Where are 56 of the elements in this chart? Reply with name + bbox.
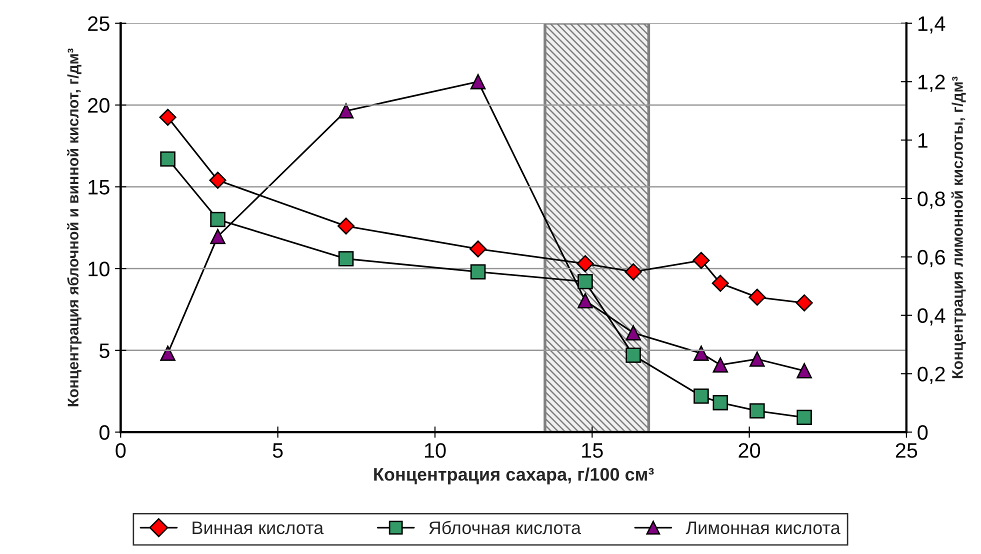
y2-tick-label: 0,2 (918, 366, 945, 384)
point (470, 74, 486, 90)
y2-tick-label: 1 (918, 133, 928, 148)
y-tick-label: 15 (88, 180, 110, 195)
point (712, 395, 728, 410)
y2-tick-label: 0,6 (918, 250, 945, 268)
x-tick-label: 10 (424, 443, 446, 458)
x-tick-label: 15 (582, 443, 603, 458)
point (578, 293, 593, 308)
legend-label: Яблочная кислота (429, 520, 581, 534)
point (796, 294, 813, 312)
point (338, 251, 354, 266)
x-tick-label: 5 (272, 443, 283, 458)
x-axis-title: Концентрация сахара, г/100 см³ (374, 468, 654, 484)
y-tick-label: 5 (99, 344, 110, 358)
point (626, 325, 641, 340)
y-tick-label: 25 (88, 16, 110, 32)
point (576, 255, 594, 272)
legend-label: Винная кислота (192, 522, 324, 534)
point (210, 228, 226, 244)
point (750, 403, 765, 418)
point (338, 103, 354, 119)
point (692, 252, 710, 269)
point (750, 351, 765, 367)
x-tick-label: 0 (116, 443, 126, 458)
x-tick-label: 25 (896, 443, 918, 458)
y2-tick-label: 0,8 (918, 191, 945, 209)
point (748, 288, 766, 306)
point (469, 240, 487, 258)
point (712, 274, 729, 292)
y-axis-title: Концентрация яблочной и винной кислот, г/дм³ (66, 48, 82, 406)
point (626, 348, 641, 363)
y-tick-label: 10 (88, 262, 110, 276)
y2-tick-label: 0,4 (918, 308, 946, 326)
point (210, 212, 226, 228)
point (796, 363, 812, 378)
y2-tick-label: 1,2 (918, 74, 945, 92)
y2-axis-title: Концентрация лимонной кислоты, г/дм³ (951, 76, 966, 378)
legend-label: Лимонная кислота (686, 522, 840, 534)
y-tick-label: 0 (99, 425, 110, 440)
point (712, 357, 728, 373)
point (796, 410, 812, 426)
y-tick-label: 20 (88, 98, 110, 113)
y2-tick-label: 1,4 (918, 16, 946, 34)
point (337, 218, 355, 235)
point (694, 346, 709, 361)
point (209, 172, 226, 189)
point (159, 108, 176, 126)
point (470, 264, 486, 280)
point (160, 151, 176, 167)
point (624, 263, 642, 280)
y2-tick-label: 0 (918, 425, 928, 440)
point (578, 274, 593, 290)
point (160, 346, 176, 361)
x-tick-label: 20 (738, 443, 760, 458)
point (694, 388, 709, 404)
